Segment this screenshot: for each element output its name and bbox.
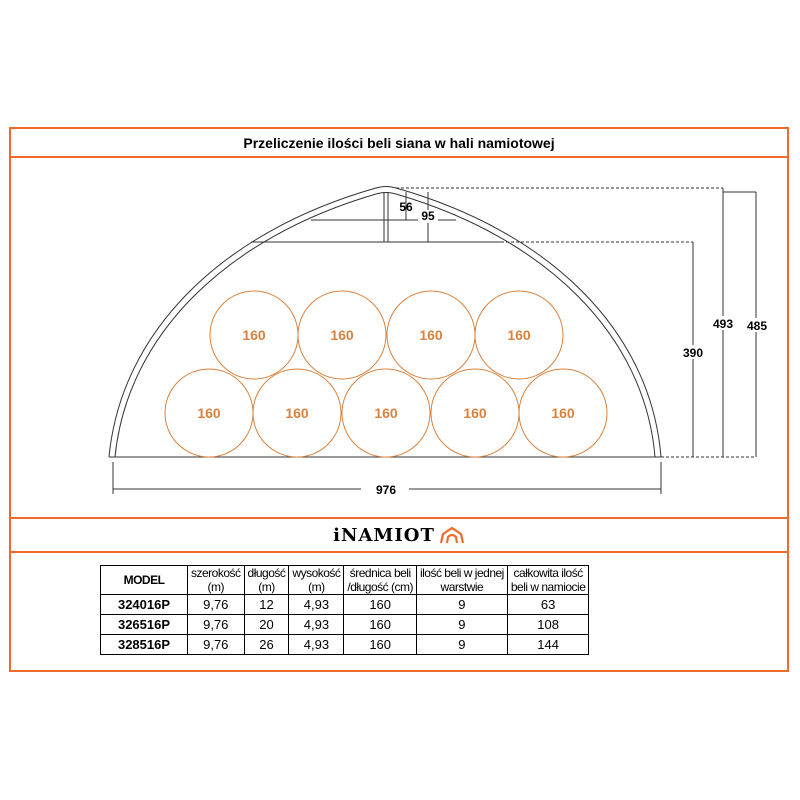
main-frame: Przeliczenie ilości beli siana w hali na… [9, 127, 789, 672]
table-cell: 63 [506, 594, 590, 615]
table-cell: 26 [243, 634, 290, 655]
bale-label: 160 [374, 405, 398, 421]
bale-label: 160 [285, 405, 309, 421]
hay-bale [297, 290, 387, 380]
table-cell: 12 [243, 594, 290, 615]
column-header: ilość beli w jednej warstwie [415, 565, 508, 595]
column-header: wysokość (m) [288, 565, 345, 595]
model-cell: 328516P [100, 634, 188, 655]
bale-label: 160 [419, 327, 443, 343]
hay-bale [252, 368, 342, 458]
model-cell: 324016P [100, 594, 188, 615]
table-cell: 144 [506, 634, 590, 655]
table-cell: 20 [243, 614, 290, 635]
table-cell: 9 [415, 614, 508, 635]
table-cell: 160 [343, 634, 417, 655]
dim-height-total: 493 [713, 317, 733, 331]
dim-height-side: 485 [747, 319, 767, 333]
logo: iNAMIOT [333, 524, 435, 546]
arch-inner [114, 192, 656, 458]
table-cell: 9,76 [187, 594, 245, 615]
dim-width: 976 [376, 483, 396, 497]
model-cell: 326516P [100, 614, 188, 635]
table-cell: 108 [506, 614, 590, 635]
bale-label: 160 [197, 405, 221, 421]
dim-height-truss: 390 [683, 346, 703, 360]
arch-outer [108, 186, 662, 458]
models-table: MODEL szerokość (m) długość (m) wysokość (m) śr… [100, 565, 590, 655]
table-cell: 160 [343, 594, 417, 615]
hay-bale [341, 368, 431, 458]
column-header: średnica beli/długość (cm) [343, 565, 417, 595]
tent-diagram: 976 493 485 390 56 95 160 160 160 160 160 160… [108, 186, 768, 497]
page-title: Przeliczenie ilości beli siana w hali na… [11, 129, 787, 158]
hay-bale [518, 368, 608, 458]
bale-label: 160 [463, 405, 487, 421]
column-header: długość (m) [243, 565, 290, 595]
logo-row: iNAMIOT [11, 517, 787, 553]
column-header: szerokość (m) [187, 565, 245, 595]
table-row: 326516P 9,76 20 4,93 160 9 108 [100, 614, 590, 635]
table-cell: 160 [343, 614, 417, 635]
dim-truss-small: 56 [399, 200, 413, 214]
bale-label: 160 [507, 327, 531, 343]
tent-house-icon [439, 526, 464, 544]
hay-bale [474, 290, 564, 380]
table-cell: 9,76 [187, 634, 245, 655]
column-header: całkowita ilość beli w namiocie [506, 565, 590, 595]
bale-label: 160 [551, 405, 575, 421]
bale-label: 160 [330, 327, 354, 343]
table-cell: 9 [415, 634, 508, 655]
dim-truss-large: 95 [421, 209, 435, 223]
table-row: 328516P 9,76 26 4,93 160 9 144 [100, 634, 590, 655]
table-row: 324016P 9,76 12 4,93 160 9 63 [100, 594, 590, 615]
table-cell: 9,76 [187, 614, 245, 635]
header-model: MODEL [100, 565, 188, 595]
bale-label: 160 [242, 327, 266, 343]
table-cell: 4,93 [288, 634, 345, 655]
table-cell: 9 [415, 594, 508, 615]
table-cell: 4,93 [288, 594, 345, 615]
table-cell: 4,93 [288, 614, 345, 635]
